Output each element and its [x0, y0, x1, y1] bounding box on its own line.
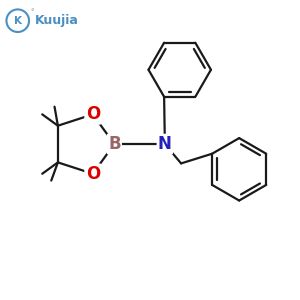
Text: B: B [108, 135, 121, 153]
Text: O: O [85, 105, 100, 123]
Text: Kuujia: Kuujia [35, 14, 79, 27]
Text: K: K [14, 16, 22, 26]
Text: N: N [158, 135, 172, 153]
Text: O: O [85, 165, 100, 183]
Text: °: ° [30, 10, 34, 16]
